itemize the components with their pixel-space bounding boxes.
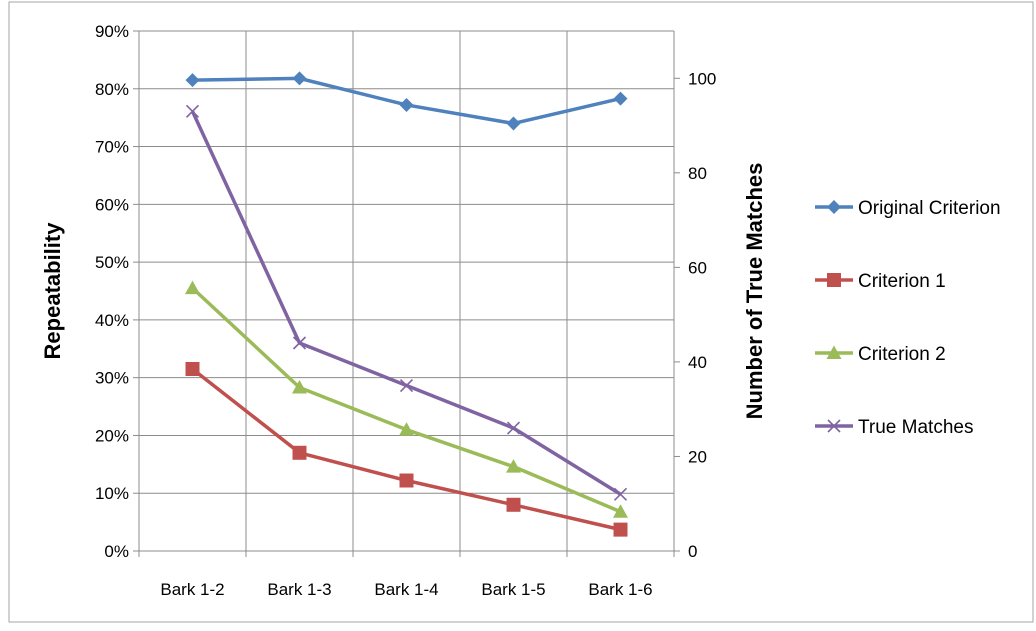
data-point-original-criterion <box>613 91 628 106</box>
left-axis-title: Repeatability <box>40 222 65 360</box>
left-tick-label: 50% <box>95 253 129 272</box>
left-tick-label: 0% <box>104 542 129 561</box>
x-tick-label: Bark 1-2 <box>160 580 224 599</box>
x-tick-label: Bark 1-6 <box>588 580 652 599</box>
data-point-criterion-2 <box>292 379 307 394</box>
series <box>185 71 628 537</box>
left-tick-label: 10% <box>95 484 129 503</box>
legend-entry-criterion-2: Criterion 2 <box>815 344 946 365</box>
legend-label: Criterion 2 <box>858 344 946 365</box>
series-original-criterion <box>185 71 628 131</box>
series-criterion-2 <box>185 280 628 518</box>
left-tick-label: 60% <box>95 195 129 214</box>
right-tick-label: 0 <box>688 542 697 561</box>
x-marker-stroke <box>506 421 521 435</box>
data-point-original-criterion <box>185 73 200 88</box>
gridlines <box>139 30 674 551</box>
data-point-criterion-1 <box>185 362 200 376</box>
left-tick-label: 70% <box>95 138 129 157</box>
data-point-criterion-1 <box>613 522 628 537</box>
left-tick-label: 90% <box>95 22 129 41</box>
left-tick-label: 80% <box>95 80 129 99</box>
right-tick-label: 60 <box>688 258 707 277</box>
data-point-criterion-2 <box>613 504 628 518</box>
right-tick-label: 100 <box>688 69 716 88</box>
data-point-true-matches <box>185 104 200 118</box>
legend-label: Original Criterion <box>858 198 1001 219</box>
right-tick-label: 40 <box>688 353 707 372</box>
legend-swatch-marker <box>827 200 841 214</box>
left-tick-label: 40% <box>95 311 129 330</box>
axes <box>133 30 680 557</box>
x-tick-label: Bark 1-3 <box>267 580 331 599</box>
data-point-true-matches <box>506 421 521 435</box>
right-tick-label: 80 <box>688 164 707 183</box>
x-tick-label: Bark 1-4 <box>374 580 438 599</box>
series-criterion-1 <box>185 362 628 537</box>
data-point-criterion-1 <box>506 497 521 512</box>
right-axis-title: Number of True Matches <box>742 163 767 420</box>
x-marker-stroke <box>185 104 200 118</box>
legend-entry-criterion-1: Criterion 1 <box>815 271 946 292</box>
x-tick-label: Bark 1-5 <box>481 580 545 599</box>
legend-swatch-marker <box>826 345 842 359</box>
x-marker-stroke <box>292 336 307 350</box>
data-point-criterion-2 <box>399 422 414 436</box>
series-true-matches <box>185 104 628 501</box>
data-point-criterion-1 <box>292 445 307 460</box>
data-point-criterion-1 <box>399 473 414 488</box>
legend-swatch-marker <box>827 419 841 433</box>
legend: Original Criterion Criterion 1 Criterion 2… <box>815 198 1001 438</box>
data-point-original-criterion <box>292 71 307 86</box>
data-point-true-matches <box>292 336 307 350</box>
left-tick-label: 30% <box>95 369 129 388</box>
data-point-original-criterion <box>506 116 521 131</box>
data-point-true-matches <box>399 378 414 393</box>
legend-label: Criterion 1 <box>858 271 946 292</box>
x-marker-stroke <box>399 378 414 393</box>
right-tick-label: 20 <box>688 447 707 466</box>
x-marker-stroke <box>613 487 628 501</box>
legend-entry-original-criterion: Original Criterion <box>815 198 1001 219</box>
data-point-criterion-2 <box>506 459 521 473</box>
legend-entry-true-matches: True Matches <box>815 417 973 438</box>
data-point-original-criterion <box>399 97 414 112</box>
data-point-true-matches <box>613 487 628 501</box>
legend-label: True Matches <box>858 417 973 438</box>
x-marker-stroke <box>827 419 841 433</box>
left-tick-label: 20% <box>95 426 129 445</box>
legend-swatch-marker <box>827 273 841 287</box>
chart-border <box>8 1 1034 623</box>
data-point-criterion-2 <box>185 280 200 295</box>
tick-labels: 0% 10% 20% 30% 40% 50% 60% 70% 80% 90% Bark 1-2 Bar… <box>95 22 716 599</box>
